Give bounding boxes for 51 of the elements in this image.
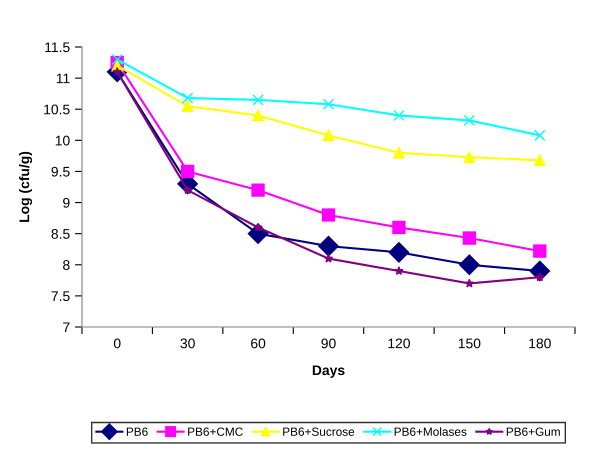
y-axis-title: Log (cfu/g)	[19, 152, 32, 222]
y-tick-label: 11.5	[45, 42, 70, 52]
y-tick-label: 11	[56, 74, 70, 84]
legend-label: PB6+Gum	[506, 428, 560, 436]
point	[322, 98, 334, 110]
y-tick-label: 10.5	[44, 104, 70, 114]
point	[392, 220, 406, 234]
x-tick-label: 120	[388, 338, 410, 348]
point	[388, 242, 410, 263]
point	[535, 272, 544, 282]
y-tick-label: 9	[63, 198, 70, 208]
point	[324, 254, 334, 263]
point	[253, 222, 263, 232]
point	[251, 183, 265, 197]
y-tick-label: 10	[56, 136, 70, 146]
x-tick-label: 180	[529, 338, 551, 348]
y-tick-label: 7	[63, 322, 70, 332]
x-tick-label: 90	[321, 338, 336, 348]
y-tick-label: 9.5	[52, 166, 70, 177]
x-tick-label: 60	[251, 338, 266, 348]
x-tick-label: 30	[180, 338, 195, 348]
point	[252, 110, 264, 122]
point	[459, 254, 480, 276]
point	[112, 54, 123, 66]
x-axis-title: Days	[312, 365, 345, 378]
point	[393, 146, 405, 159]
point	[462, 231, 476, 245]
legend-label: PB6+Sucrose	[283, 428, 354, 436]
point	[464, 151, 476, 163]
point	[394, 266, 404, 276]
y-tick-label: 7.5	[52, 291, 70, 302]
x-tick-label: 0	[114, 338, 121, 348]
legend-label: PB6	[126, 428, 148, 436]
point	[534, 130, 546, 142]
y-tick-label: 8.5	[51, 229, 70, 239]
point	[464, 114, 476, 126]
point	[252, 94, 264, 106]
point	[182, 92, 194, 104]
legend-label: PB6+Molases	[394, 427, 466, 436]
point	[464, 278, 474, 288]
point	[182, 100, 194, 112]
point	[318, 236, 339, 256]
point	[393, 110, 405, 122]
x-tick-label: 150	[458, 338, 480, 348]
legend-label: PB6+CMC	[188, 428, 243, 436]
point	[322, 208, 336, 222]
point	[533, 244, 546, 258]
point	[534, 154, 546, 166]
y-tick-label: 8	[63, 260, 70, 270]
point	[322, 130, 334, 142]
point	[180, 164, 194, 178]
